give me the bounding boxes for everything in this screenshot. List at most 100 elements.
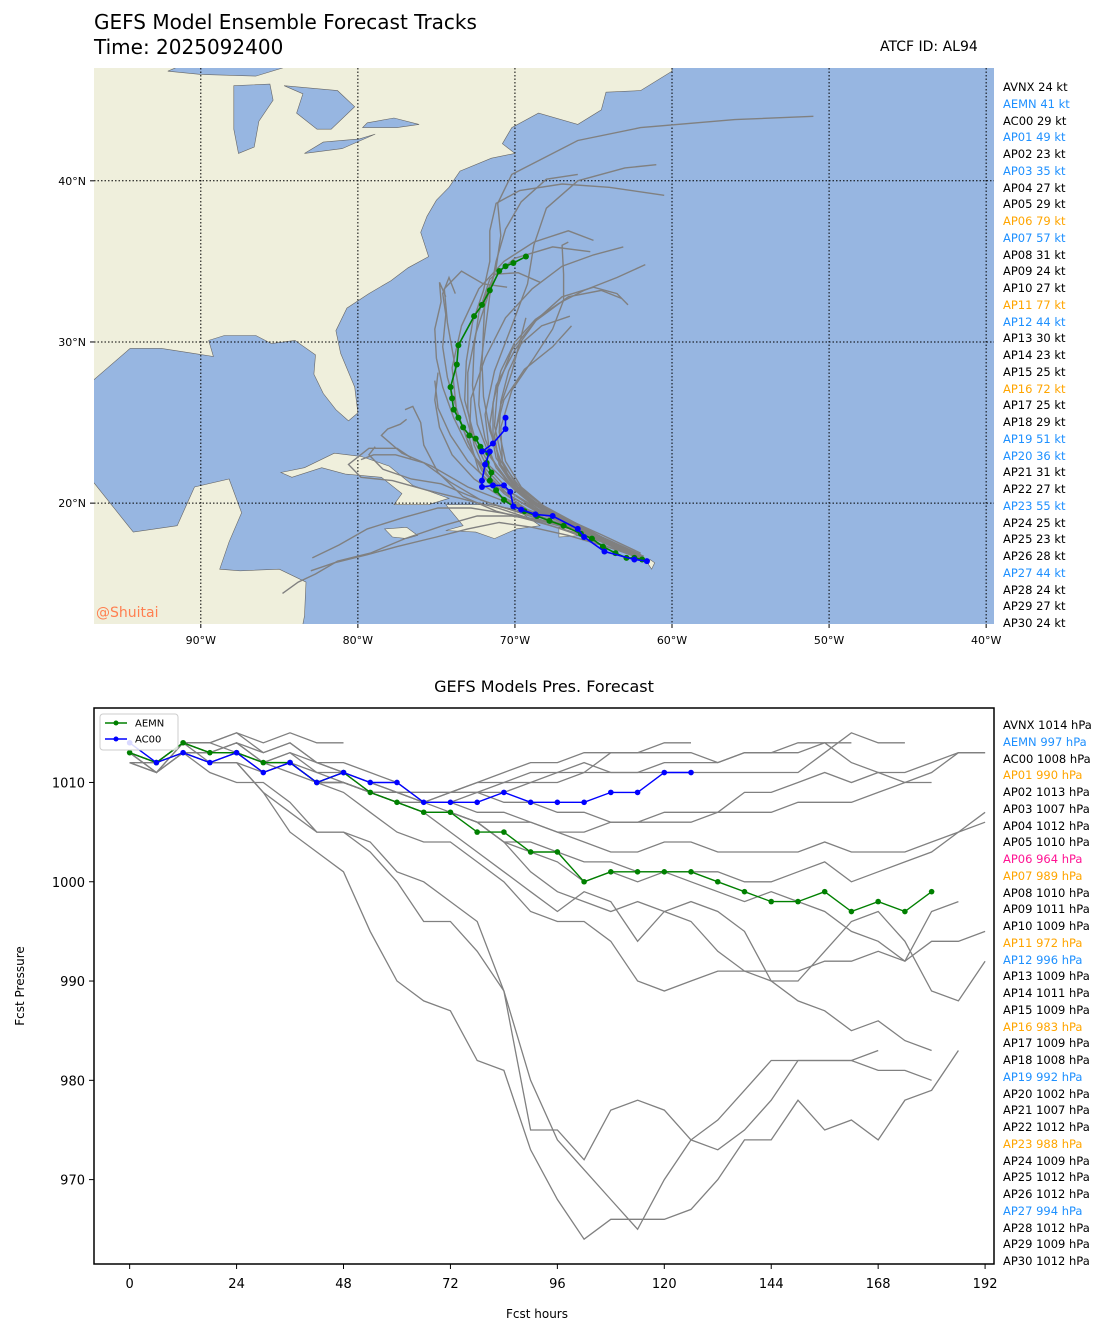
legend-entry: AP03 35 kt (1003, 163, 1066, 178)
track-point (478, 477, 485, 484)
pressure-point (554, 849, 561, 855)
track-point (518, 506, 525, 513)
track-point (507, 488, 514, 495)
track-map: @Shuitai 90°W 80°W 70°W 60°W 50°W 40°W 20°N 30°N… (58, 68, 1001, 647)
pressure-point (875, 898, 881, 905)
legend-entry: AP13 30 kt (1003, 331, 1066, 346)
legend-entry: AP06 964 hPa (1003, 852, 1083, 866)
member-track (492, 263, 646, 557)
pressure-point (260, 769, 267, 776)
legend-entry: AP24 1009 hPa (1003, 1153, 1090, 1168)
member-pressure-line (129, 752, 959, 1241)
x-axis-label: Fcst hours (506, 1307, 568, 1321)
legend-entry: AP16 983 hPa (1003, 1019, 1083, 1034)
legend-marker (113, 720, 119, 726)
member-pressure-line (129, 741, 879, 1231)
track-point (502, 414, 509, 421)
legend-entry: AP16 72 kt (1003, 381, 1066, 396)
legend-entry: AP26 28 kt (1003, 549, 1066, 563)
track-point (472, 435, 479, 442)
legend-entry: AP27 994 hPa (1003, 1203, 1083, 1218)
pressure-point (501, 789, 507, 796)
track-point (482, 461, 489, 468)
lon-tick-label: 60°W (657, 634, 687, 647)
y-tick-label: 980 (60, 1074, 85, 1089)
legend-entry: AC00 1008 hPa (1003, 751, 1091, 766)
x-tick-label: 0 (126, 1277, 134, 1292)
lon-tick-label: 50°W (814, 634, 844, 647)
track-point (496, 268, 503, 275)
cuba (279, 452, 450, 506)
track-point (599, 543, 606, 550)
legend-entry: AP30 24 kt (1003, 616, 1066, 630)
lake-huron (283, 85, 356, 130)
track-point (477, 443, 484, 450)
track-point (453, 361, 460, 368)
aemn-pressure (126, 739, 935, 915)
lat-tick-label: 20°N (58, 497, 86, 510)
pressure-chart-title: GEFS Models Pres. Forecast (434, 677, 654, 696)
lat-tick-label: 30°N (58, 336, 86, 349)
track-point (549, 513, 556, 520)
legend-entry: AP01 990 hPa (1003, 768, 1083, 783)
x-tick-label: 120 (652, 1277, 677, 1292)
lon-tick-label: 90°W (186, 634, 216, 647)
legend-entry: AP05 29 kt (1003, 197, 1066, 212)
member-pressure-line (129, 742, 986, 1002)
legend-entry: AVNX 1014 hPa (1003, 718, 1092, 732)
pressure-point (340, 769, 347, 776)
track-point (455, 342, 462, 349)
legend-entry: AP09 24 kt (1003, 264, 1066, 279)
legend-entry: AP06 79 kt (1003, 214, 1066, 228)
member-pressure-line (129, 742, 986, 823)
x-tick-label: 192 (973, 1277, 998, 1292)
legend-entry: AP07 57 kt (1003, 230, 1066, 245)
legend-entry: AP09 1011 hPa (1003, 902, 1090, 917)
pressure-point (394, 779, 400, 786)
legend-entry: AP01 49 kt (1003, 130, 1066, 145)
legend-entry: AP18 1008 hPa (1003, 1053, 1090, 1067)
legend-entry: AP25 23 kt (1003, 532, 1066, 547)
track-point (455, 414, 462, 421)
legend-entry: AP15 1009 hPa (1003, 1002, 1090, 1017)
legend-entry: AC00 29 kt (1003, 113, 1067, 128)
legend-entry: AP22 27 kt (1003, 482, 1066, 496)
legend-entry: AP15 25 kt (1003, 364, 1066, 379)
pressure-point (153, 759, 160, 766)
member-pressure-line (129, 751, 932, 1161)
pressure-point (367, 789, 374, 796)
pressure-point (474, 829, 480, 835)
lon-tick-label: 40°W (971, 634, 1001, 647)
legend-entry: AEMN 41 kt (1003, 96, 1070, 111)
pressure-legend: AVNX 1014 hPa AEMN 997 hPa AC00 1008 hPa AP… (1003, 717, 1092, 1270)
track-point (522, 253, 529, 260)
pressure-point (902, 908, 908, 915)
lat-tick-label: 40°N (58, 175, 86, 188)
legend-entry: AP11 77 kt (1003, 297, 1066, 312)
track-point (478, 484, 485, 491)
track-point (643, 558, 650, 565)
legend-entry: AP14 23 kt (1003, 348, 1066, 362)
track-point (486, 448, 493, 455)
forecast-time: Time: 2025092400 (94, 35, 284, 59)
legend-entry: AP10 27 kt (1003, 281, 1066, 295)
legend-entry: AVNX 24 kt (1003, 80, 1068, 94)
pressure-point (795, 898, 801, 905)
track-point (532, 511, 539, 518)
pressure-point (848, 908, 855, 915)
pressure-point (634, 869, 641, 875)
track-point (493, 487, 500, 494)
legend-entry: AP13 1009 hPa (1003, 969, 1090, 984)
track-point (450, 406, 457, 413)
pressure-point (420, 809, 427, 816)
track-point (489, 440, 496, 447)
legend-entry: AP27 44 kt (1003, 565, 1066, 580)
legend-entry: AP17 25 kt (1003, 398, 1066, 413)
x-tick-label: 144 (759, 1277, 784, 1292)
track-point (546, 517, 553, 524)
north-america-land (94, 68, 673, 422)
pressure-line (129, 742, 691, 803)
yucatan (94, 478, 307, 624)
track-intensity-legend: AVNX 24 kt AEMN 41 kt AC00 29 kt AP01 49 kt… (1003, 79, 1070, 632)
land-areas (94, 68, 673, 624)
